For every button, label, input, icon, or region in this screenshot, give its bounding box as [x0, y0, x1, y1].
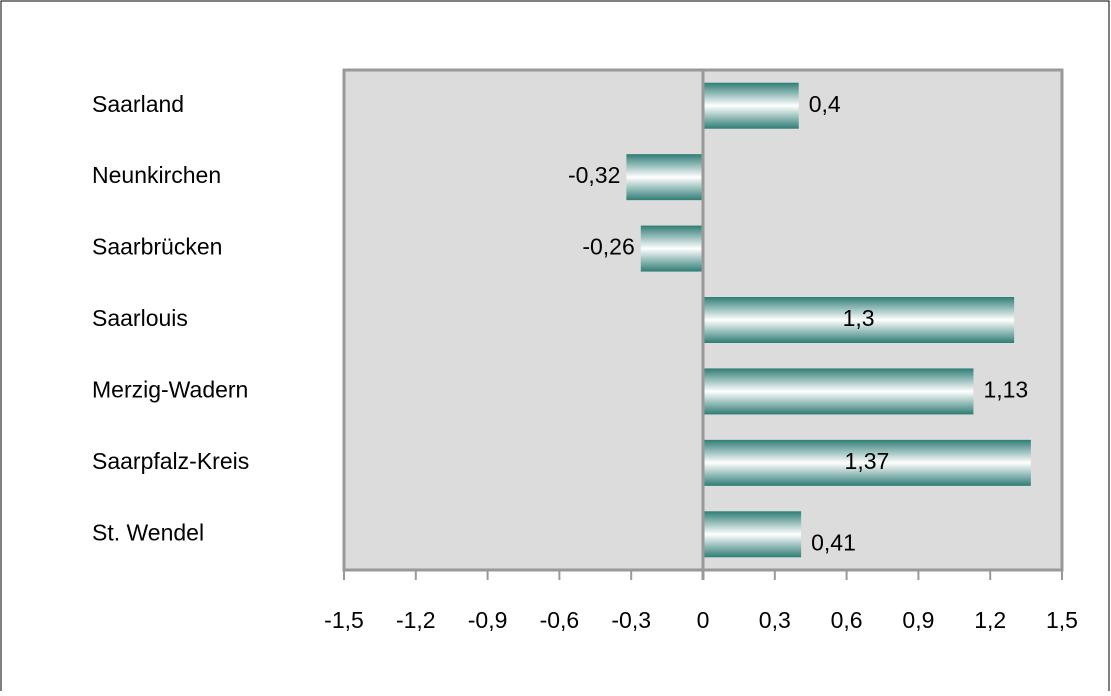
y-tick-label: Saarbrücken [92, 234, 222, 260]
bar [626, 154, 703, 201]
x-tick-label: -0,6 [540, 607, 580, 633]
bar [703, 511, 802, 558]
value-label: 1,13 [983, 377, 1028, 403]
value-label: -0,32 [568, 162, 620, 188]
x-tick-label: -0,3 [611, 607, 651, 633]
value-label: 0,41 [811, 529, 856, 555]
x-tick-label: 0 [697, 607, 710, 633]
x-tick-label: 1,5 [1046, 607, 1078, 633]
bar [703, 82, 799, 129]
bar [703, 368, 974, 415]
x-tick-label: 0,3 [759, 607, 791, 633]
x-tick-label: -1,5 [324, 607, 364, 633]
value-label: 1,37 [845, 448, 890, 474]
y-tick-label: Saarlouis [92, 305, 188, 331]
y-tick-label: Saarland [92, 91, 184, 117]
value-label: -0,26 [582, 234, 634, 260]
y-tick-label: Neunkirchen [92, 162, 221, 188]
value-label: 0,4 [809, 91, 841, 117]
bar [640, 225, 703, 272]
y-tick-label: St. Wendel [92, 519, 204, 545]
x-tick-label: 0,9 [902, 607, 934, 633]
x-tick-label: -0,9 [468, 607, 508, 633]
value-label: 1,3 [843, 305, 875, 331]
y-tick-label: Saarpfalz-Kreis [92, 448, 249, 474]
x-tick-label: -1,2 [396, 607, 436, 633]
bar [703, 439, 1031, 486]
bar [703, 297, 1015, 343]
x-tick-label: 1,2 [974, 607, 1006, 633]
y-tick-label: Merzig-Wadern [92, 377, 248, 403]
x-tick-label: 0,6 [831, 607, 863, 633]
